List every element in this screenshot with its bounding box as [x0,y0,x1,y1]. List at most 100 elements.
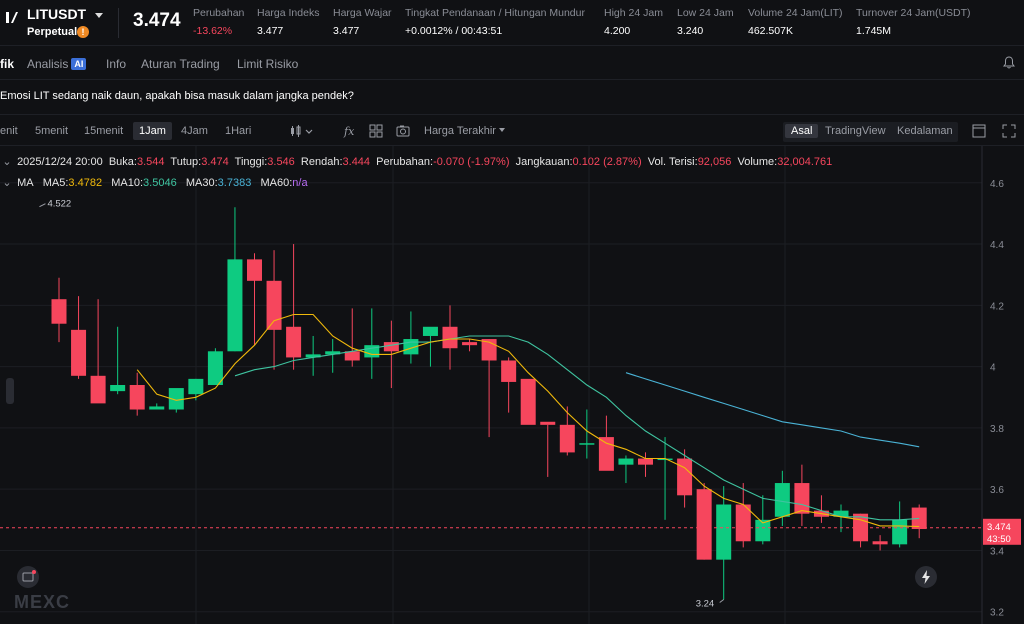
ma5-value: 3.4782 [68,177,103,189]
y-tick-label: 3.6 [990,485,1004,496]
low-annotation: 3.24 [696,598,715,609]
tab-analysis[interactable]: Analisis AI [27,57,87,71]
candle-datetime: 2025/12/24 20:00 [17,156,103,168]
warning-icon[interactable]: ! [77,26,89,38]
chart-tools-button[interactable] [17,566,39,588]
symbol-name[interactable]: LITUSDT [27,6,87,22]
candle-body [559,424,575,453]
stat-value: 3.240 [677,25,704,37]
layout-grid-icon[interactable] [369,124,383,138]
ticker-bar: LITUSDT Perpetual ! 3.474 Perubahan -13.… [0,0,1024,46]
high-value: 3.546 [267,156,295,168]
range-value: 0.102 (2.87%) [572,156,642,168]
stat-label: Low 24 Jam [677,7,734,19]
symbol-dropdown-icon[interactable] [95,13,103,18]
tab-info[interactable]: Info [106,57,127,71]
stat-fair-price: Harga Wajar 3.477 [333,7,392,37]
stat-high-24h: High 24 Jam 4.200 [604,7,663,37]
ma30-value: 3.7383 [217,177,252,189]
settings-icon [22,570,36,582]
divider [118,8,119,38]
low-label: Rendah: [300,156,343,168]
indicator-fx-icon[interactable]: fx [343,124,357,138]
open-label: Buka: [108,156,137,168]
candle-body [422,326,438,336]
stat-funding-rate: Tingkat Pendanaan / Hitungan Mundur +0.0… [405,7,585,37]
close-value: 3.474 [201,156,229,168]
candle-body [71,329,87,376]
candle-body [227,259,243,352]
timeframe-4h[interactable]: 4Jam [181,125,208,137]
timeframe-5m[interactable]: 5menit [35,125,69,137]
chevron-down-icon[interactable] [304,124,314,138]
stat-value: 3.477 [257,25,284,37]
view-depth-button[interactable]: Kedalaman [897,125,953,137]
candle-body [462,342,478,346]
view-switcher: Asal TradingView Kedalaman [783,122,958,142]
ma60-label: MA60: [260,177,293,189]
candle-type-icon[interactable] [289,124,303,138]
camera-icon[interactable] [396,124,410,138]
candle-body [325,351,341,355]
chevron-down-icon [498,128,505,132]
timeframe-1h[interactable]: 1Jam [133,122,172,140]
price-type-select[interactable]: Harga Terakhir [424,125,505,137]
candle-body [716,504,732,560]
candle-body [618,458,634,465]
y-tick-label: 3.2 [990,608,1004,619]
tab-chart[interactable]: fik [0,57,15,71]
candle-body [305,354,321,358]
high-annotation: 4.522 [47,199,71,210]
candle-body [247,259,262,281]
y-tick-label: 4.4 [990,240,1004,251]
stat-turnover-24h: Turnover 24 Jam(USDT) 1.745M [856,7,971,37]
tab-trading-rules[interactable]: Aturan Trading [141,57,220,71]
candle-body [520,378,536,425]
candle-body [110,385,126,392]
filled-volume-label: Vol. Terisi: [647,156,698,168]
candle-body [579,443,595,445]
candle-body [266,280,282,330]
timeframe-1d[interactable]: 1Hari [225,125,252,137]
volume-value: 32,004.761 [777,156,833,168]
price-chart[interactable]: 4.64.44.243.83.63.43.24.5223.243.47443:5… [0,146,1024,624]
tab-risk-limit[interactable]: Limit Risiko [237,57,299,71]
contract-type: Perpetual [27,26,78,38]
stat-index-price: Harga Indeks 3.477 [257,7,319,37]
community-question[interactable]: Emosi LIT sedang naik daun, apakah bisa … [0,90,354,102]
candle-body [735,504,751,542]
flash-button[interactable] [915,566,937,588]
last-price-tag [983,518,1021,545]
chart-logo-icon [6,12,18,23]
candle-body [286,326,302,358]
timeframe-1m[interactable]: enit [0,125,18,137]
stat-value: 1.745M [856,25,892,37]
candle-body [794,483,810,514]
y-tick-label: 4.2 [990,301,1004,312]
candle-body [774,483,790,517]
view-tradingview-button[interactable]: TradingView [825,125,886,137]
watermark: MEXC [14,592,71,612]
candle-body [168,388,184,410]
low-annotation-pointer [719,599,725,603]
countdown-tag-value: 43:50 [987,534,1011,545]
y-tick-label: 4 [990,363,996,374]
candle-body [872,541,888,545]
candle-body [149,406,165,410]
fullscreen-icon[interactable] [1002,124,1016,138]
ma10-label: MA10: [111,177,144,189]
window-icon[interactable] [972,124,986,138]
collapse-icon[interactable]: ⌄ [2,177,12,189]
last-price: 3.474 [133,10,181,31]
ai-badge: AI [71,58,87,70]
stat-change: Perubahan -13.62% [193,7,244,37]
collapse-icon[interactable]: ⌄ [2,156,12,168]
view-original-button[interactable]: Asal [785,124,819,138]
stat-label: Harga Indeks [257,7,320,19]
ma30-line [625,372,920,448]
stat-volume-24h: Volume 24 Jam(LIT) 462.507K [748,7,843,37]
bell-icon[interactable] [1003,56,1015,69]
candle-body [657,458,673,461]
timeframe-15m[interactable]: 15menit [84,125,124,137]
candle-body [129,385,145,410]
